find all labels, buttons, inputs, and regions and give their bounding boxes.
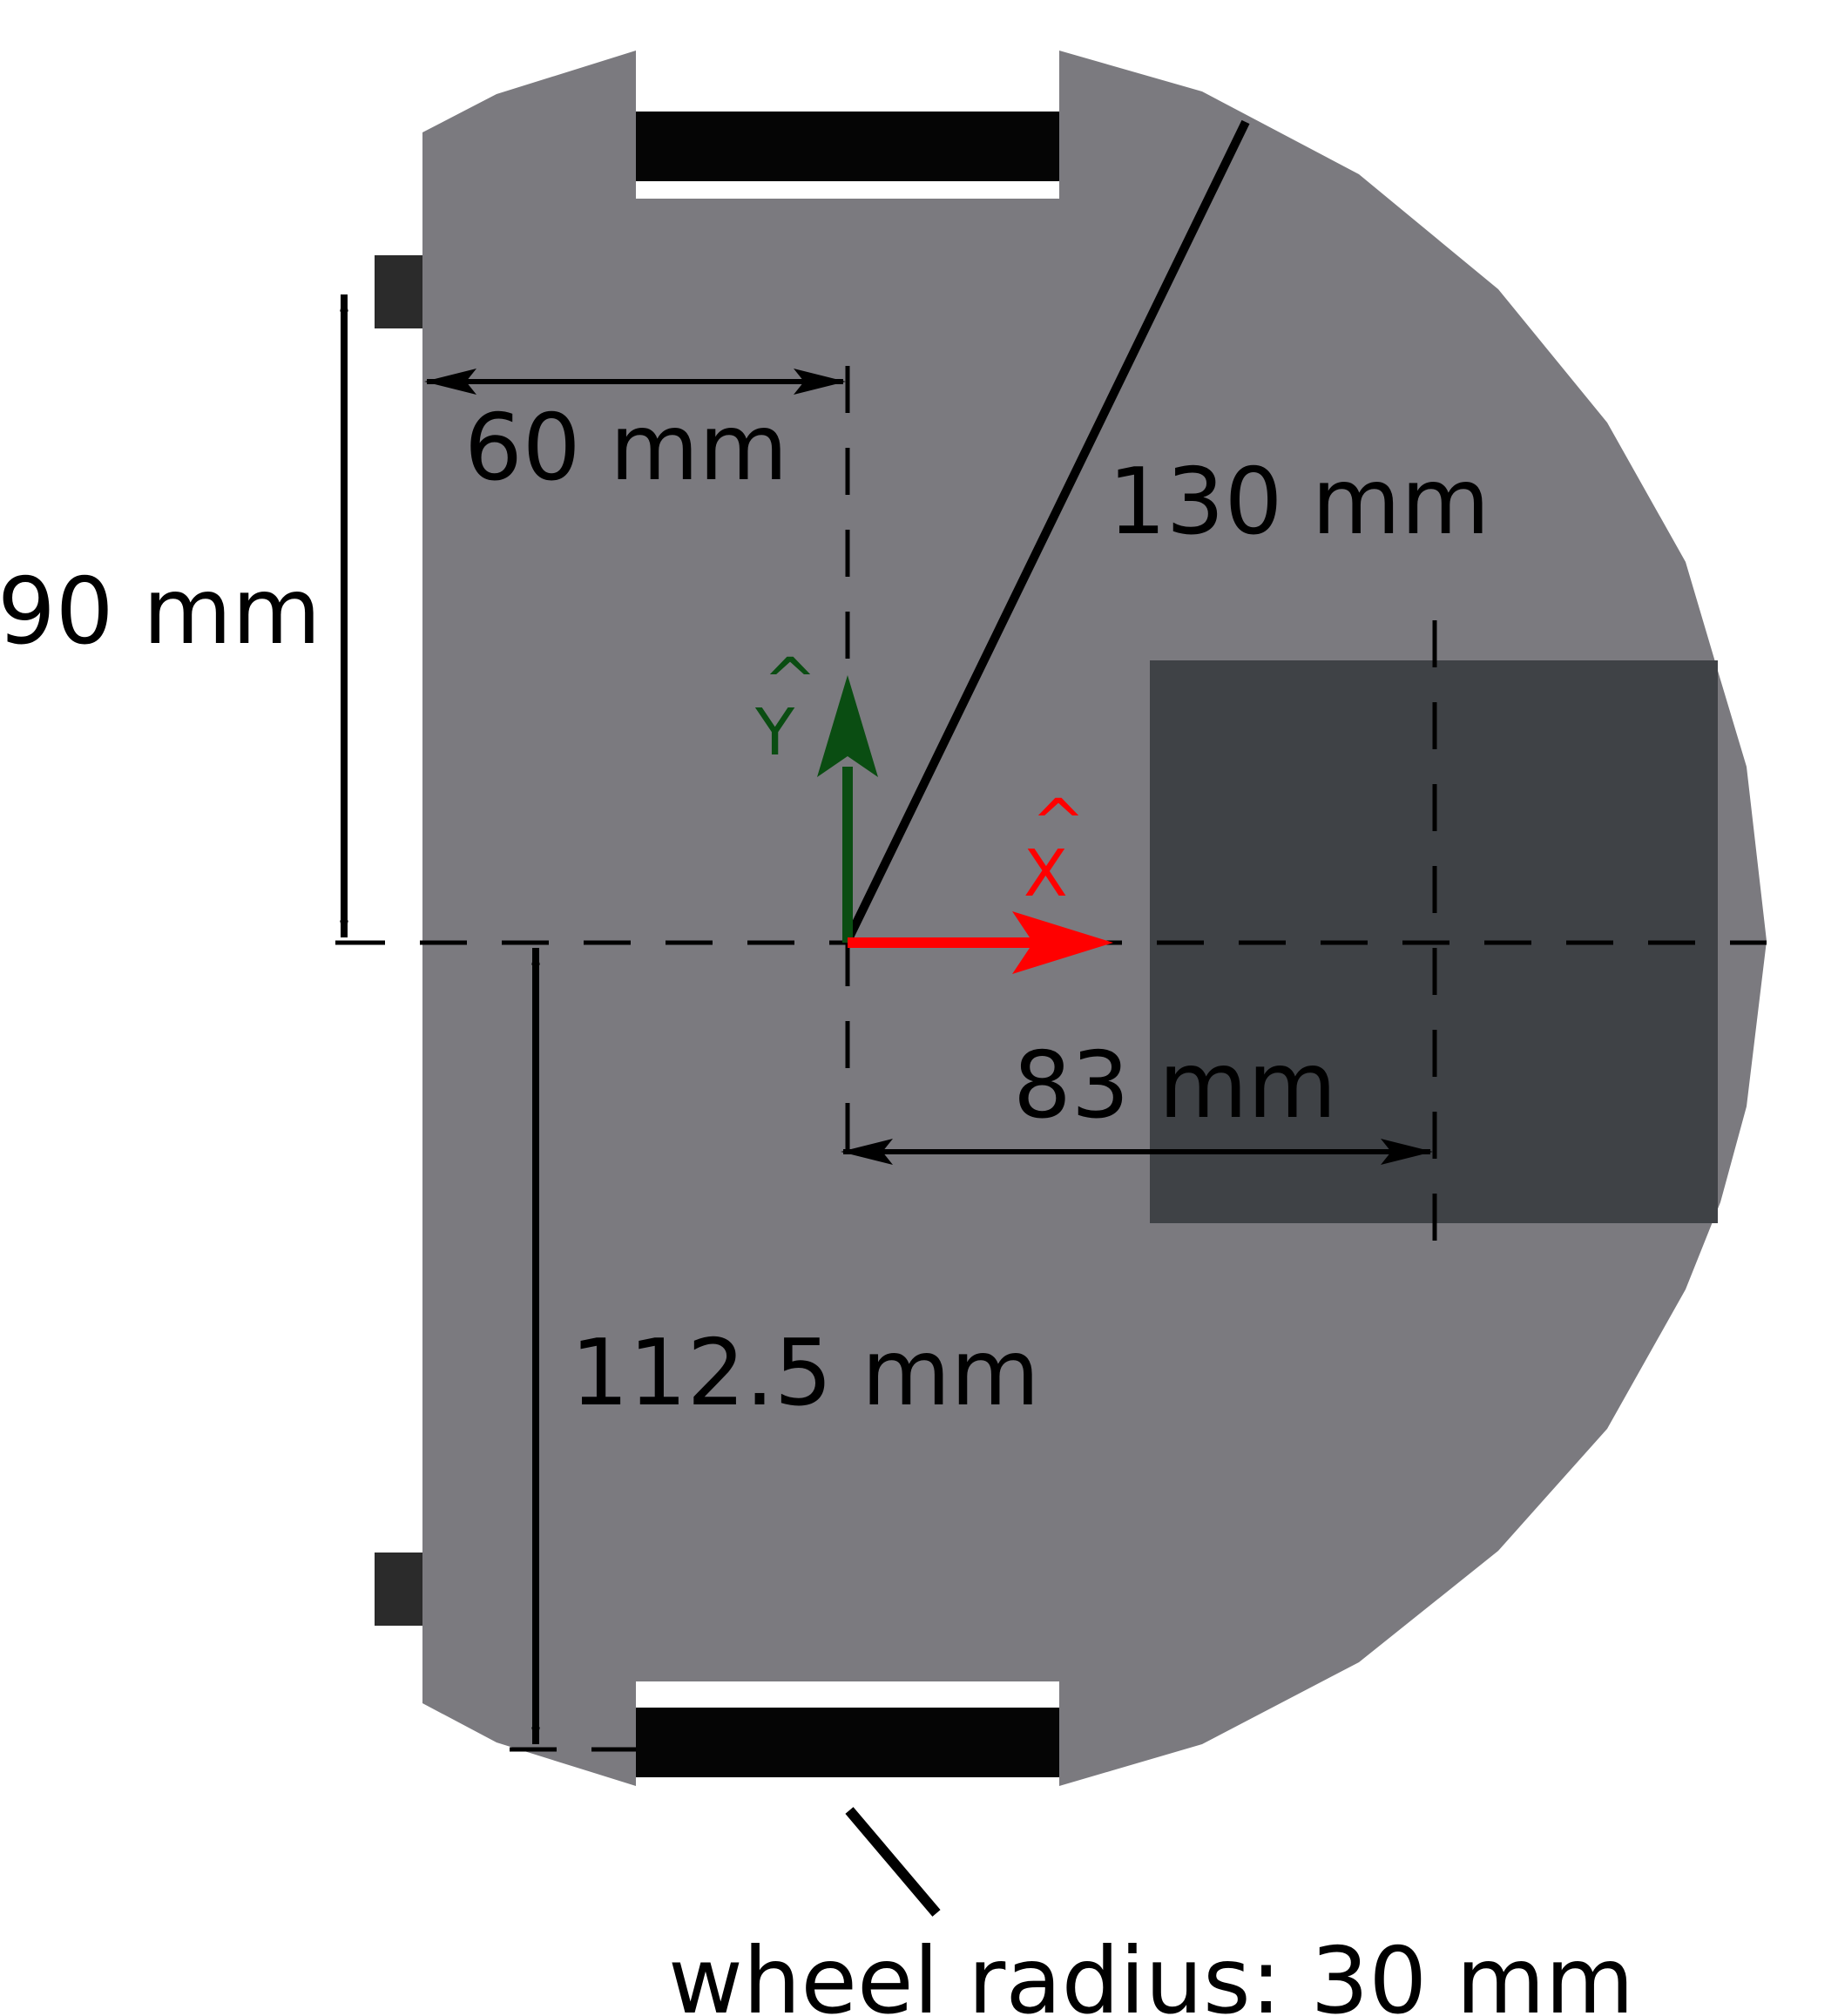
y-axis-arrow xyxy=(817,675,878,943)
y-axis-label: Y xyxy=(754,695,795,770)
dim-112-label: 112.5 mm xyxy=(571,1320,1040,1426)
x-axis-arrow xyxy=(848,911,1113,974)
dim-90-label: 90 mm xyxy=(0,558,321,665)
x-axis-hat: ^ xyxy=(1031,786,1085,861)
y-axis-hat: ^ xyxy=(763,645,817,720)
dim-130-label: 130 mm xyxy=(1108,449,1490,555)
bottom-wheel xyxy=(636,1708,1059,1777)
wheel-radius-label: wheel radius: 30 mm xyxy=(668,1928,1634,2016)
top-back-tab xyxy=(375,255,422,328)
x-axis-label: X xyxy=(1024,836,1068,911)
dim-60-label: 60 mm xyxy=(464,395,788,501)
top-wheel xyxy=(636,112,1059,181)
dim-83-label: 83 mm xyxy=(1013,1032,1337,1139)
dim-130-arrow xyxy=(843,119,1250,944)
bottom-back-tab xyxy=(375,1553,422,1626)
wheel-radius-leader xyxy=(845,1807,941,1917)
